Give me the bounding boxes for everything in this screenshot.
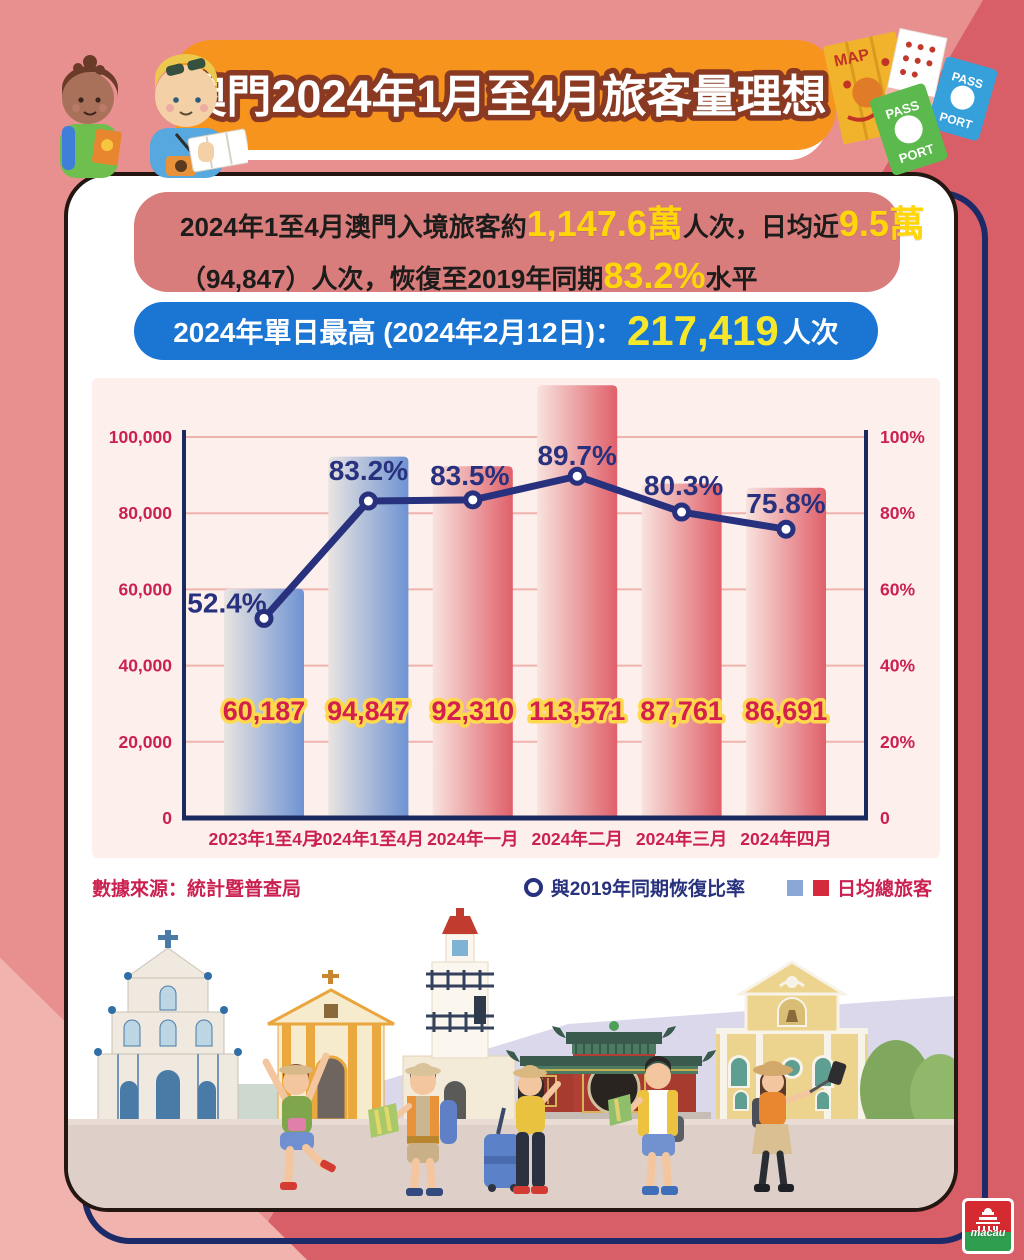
bar-value-label: 87,761 [640,696,723,726]
tourist-map-man [608,1056,684,1195]
man-tourist [150,54,248,178]
bar-2024年三月 [641,483,722,818]
chart: 0 20,000 40,000 60,000 80,000 100,000 0 20% 40% 6… [92,378,940,858]
summary-text: 水平 [705,264,758,294]
left-axis-tick: 80,000 [118,503,172,523]
axis-ticks: 0 20,000 40,000 60,000 80,000 100,000 0 20% 40% 6… [109,427,925,849]
bar-legend-blue-icon [786,879,803,896]
trend-marker [567,466,587,486]
child-tourist [60,55,122,178]
macau-tourism-logo: macau [962,1198,1014,1254]
trend-marker [776,519,796,539]
summary-box: 2024年1至4月澳門入境旅客約1,147.6萬人次，日均近9.5萬 （94,8… [134,192,925,296]
percent-labels: 52.4% 83.2% 83.5% 89.7% 80.3% 75.8% [187,440,825,618]
passport-blue-icon: PASS PORT [927,56,998,141]
summary-line-1: 2024年1至4月澳門入境旅客約1,147.6萬人次，日均近9.5萬 [180,202,925,254]
bar-value-label: 60,187 [223,696,306,726]
tourist-characters-illustration [60,54,248,178]
passport-green-icon: PASS PORT [870,83,948,176]
summary-text: （94,847）人次，恢復至2019年同期 [180,264,604,294]
summary-highlight-recovery: 83.2% [603,255,706,296]
bar-value-label: 86,691 [745,696,828,726]
trend-marker [358,491,378,511]
percent-label: 83.5% [430,460,509,491]
bar-value-label: 113,571 [529,696,625,726]
trend-markers [254,466,796,628]
percent-label: 75.8% [746,488,825,519]
category-label: 2024年三月 [636,829,727,849]
left-axis-tick: 40,000 [118,656,172,676]
category-label: 2024年四月 [740,829,831,849]
bar-2024年1至4月 [328,456,409,818]
left-axis-tick: 100,000 [109,427,173,447]
content-card: 2024年1至4月澳門入境旅客約1,147.6萬人次，日均近9.5萬 （94,8… [64,172,958,1212]
trend-marker [463,490,483,510]
bushes [860,1040,954,1140]
trend-marker [672,502,692,522]
category-label: 2024年一月 [427,829,518,849]
summary-highlight-daily: 9.5萬 [838,203,925,244]
legend: 與2019年同期恢復比率 日均總旅客 [523,874,932,901]
line-legend-label: 與2019年同期恢復比率 [550,879,745,900]
bar-series [224,385,826,818]
bar-legend-red-icon [812,879,829,896]
ruins-st-pauls [94,930,288,1121]
tourist-luggage-woman [484,1065,561,1194]
line-legend-marker-icon [523,878,543,897]
recovery-trend-line [260,472,790,622]
ground-edge [68,1119,954,1125]
logo-script-text: macau [970,1227,1006,1239]
bar-legend-label: 日均總旅客 [836,879,932,900]
bar-value-label: 92,310 [432,696,515,726]
chart-footer: 數據來源：統計暨普查局 與2019年同期恢復比率 日均總旅客 [68,872,954,900]
category-label: 2024年二月 [531,829,622,849]
category-label: 2024年1至4月 [313,829,424,849]
bar-value-labels: 60,187 94,847 92,310 113,571 87,761 86,691 [219,693,831,730]
page-title: 澳門2024年1月至4月旅客量理想 [181,71,826,122]
percent-label: 89.7% [537,440,616,471]
category-label: 2023年1至4月 [209,829,320,849]
left-axis-tick: 0 [162,808,172,828]
macau-landmarks-illustration [68,908,954,1208]
left-axis-tick: 20,000 [118,732,172,752]
summary-text: 人次，日均近 [682,212,839,242]
trend-marker [254,608,274,628]
percent-label: 52.4% [187,587,266,618]
summary-line-2: （94,847）人次，恢復至2019年同期83.2%水平 [180,254,900,306]
peak-value: 217,419 [626,307,779,354]
tourist-jumping-girl [262,1052,336,1190]
right-axis-tick: 80% [880,503,915,523]
peak-day-box: 2024年單日最高 (2024年2月12日)： 217,419 人次 [134,302,878,360]
left-axis-tick: 60,000 [118,579,172,599]
banner-plate [172,40,836,150]
bar-value-label: 94,847 [327,696,410,726]
right-axis-tick: 0 [880,808,890,828]
tourist-hiker [368,1063,457,1196]
right-axis-tick: 60% [880,579,915,599]
passport-in-hand [91,128,122,166]
percent-label: 83.2% [329,455,408,486]
percent-label: 80.3% [644,470,723,501]
right-axis-tick: 20% [880,732,915,752]
peak-label: 2024年單日最高 (2024年2月12日)： [173,317,623,348]
data-source: 數據來源：統計暨普查局 [92,879,302,900]
bar-2023年1至4月 [224,588,304,818]
bar-2024年二月 [537,385,618,818]
bar-2024年四月 [746,487,826,818]
title-banner: 澳門2024年1月至4月旅客量理想 [172,40,836,160]
summary-highlight-total: 1,147.6萬 [526,203,683,244]
travel-icons-illustration: MAP PASS PORT PASS PORT [824,27,998,176]
tourist-selfie-girl [752,1061,847,1192]
right-axis-tick: 40% [880,656,915,676]
logo-facade-icon [976,1208,1000,1230]
peak-suffix: 人次 [782,317,839,348]
right-axis-tick: 100% [880,427,925,447]
bar-2024年一月 [432,466,513,818]
summary-text: 2024年1至4月澳門入境旅客約 [180,212,527,242]
logo-green-field [965,1232,1011,1251]
